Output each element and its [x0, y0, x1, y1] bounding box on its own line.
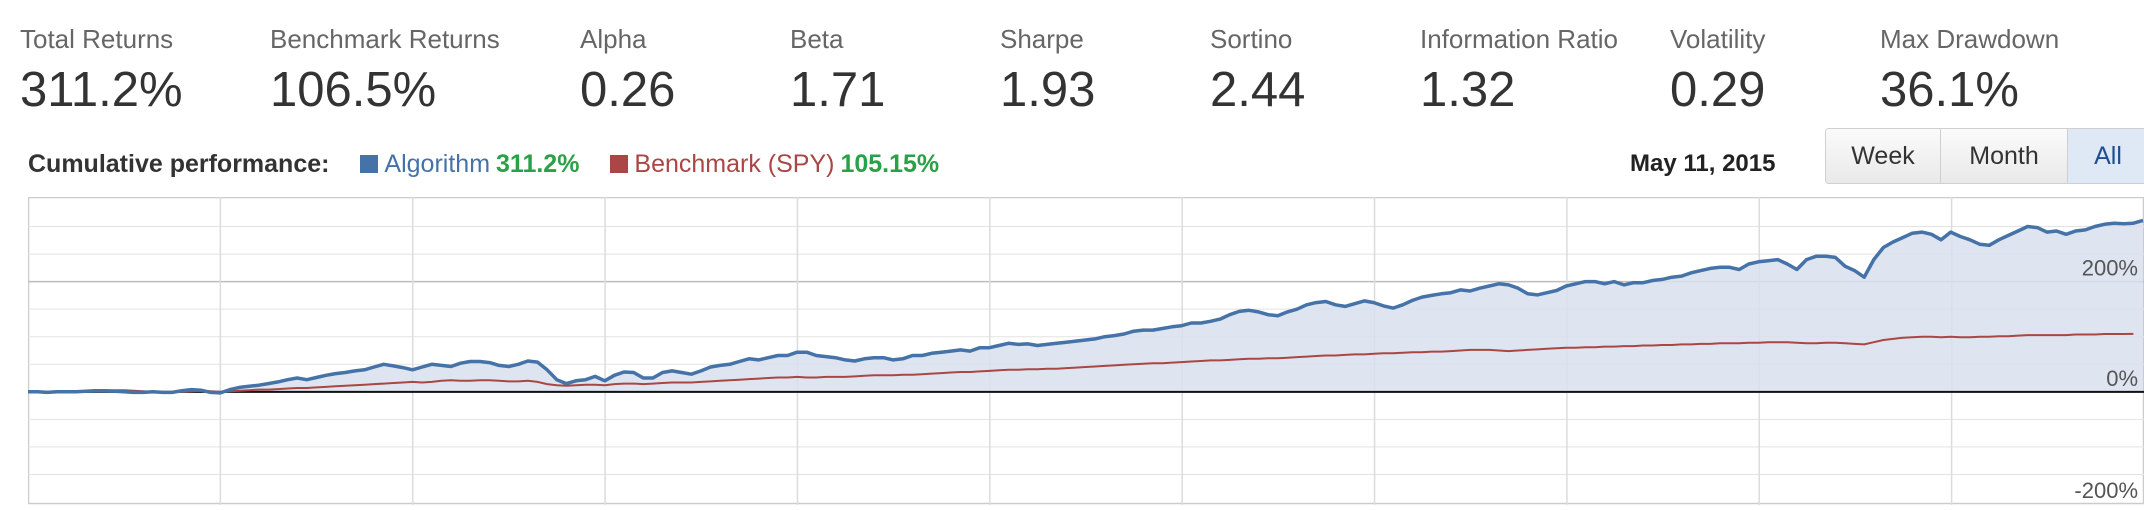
y-tick-label: 200% — [2082, 256, 2138, 281]
metric-beta: Beta 1.71 — [790, 22, 885, 120]
legend-title: Cumulative performance: — [28, 150, 330, 178]
chart-legend: Cumulative performance: Algorithm 311.2% … — [28, 146, 939, 182]
metric-value: 311.2% — [20, 63, 183, 117]
chart-series — [28, 218, 2144, 395]
legend-benchmark-name: Benchmark (SPY) — [634, 150, 835, 178]
legend-item-benchmark[interactable]: Benchmark (SPY) 105.15% — [610, 150, 939, 178]
benchmark-swatch-icon — [610, 155, 629, 173]
y-tick-label: 0% — [2106, 366, 2138, 391]
metric-max-drawdown: Max Drawdown 36.1% — [1880, 22, 2059, 120]
metric-value: 106.5% — [270, 63, 437, 117]
legend-algorithm-name: Algorithm — [384, 150, 491, 178]
metric-value: 36.1% — [1880, 63, 2019, 117]
legend-item-algorithm[interactable]: Algorithm 311.2% — [360, 150, 586, 178]
y-tick-label: -200% — [2074, 478, 2138, 503]
metric-label: Sortino — [1210, 24, 1293, 54]
range-selector: Week Month All — [1825, 128, 2144, 184]
legend-algorithm-value: 311.2% — [496, 150, 580, 178]
chart-canvas: 200% 0% -200% — [28, 197, 2144, 505]
metrics-row: Total Returns 311.2% Benchmark Returns 1… — [0, 22, 2144, 117]
metric-label: Total Returns — [20, 24, 174, 54]
metric-information-ratio: Information Ratio 1.32 — [1420, 22, 1618, 120]
metric-benchmark-returns: Benchmark Returns 106.5% — [270, 22, 500, 120]
metric-value: 1.93 — [1000, 63, 1096, 117]
benchmark-line — [28, 332, 2134, 394]
algorithm-line — [28, 218, 2144, 395]
metric-value: 1.71 — [790, 63, 886, 117]
metric-sortino: Sortino 2.44 — [1210, 22, 1305, 120]
metric-total-returns: Total Returns 311.2% — [20, 22, 183, 120]
algorithm-area — [28, 220, 2143, 393]
metric-sharpe: Sharpe 1.93 — [1000, 22, 1095, 120]
range-all-button[interactable]: All — [2067, 129, 2144, 183]
metric-label: Information Ratio — [1420, 24, 1618, 54]
metric-value: 2.44 — [1210, 63, 1306, 117]
metric-value: 1.32 — [1420, 63, 1516, 117]
legend-benchmark-value: 105.15% — [840, 150, 940, 178]
range-month-button[interactable]: Month — [1940, 129, 2067, 183]
metric-alpha: Alpha 0.26 — [580, 22, 675, 120]
current-date: May 11, 2015 — [1630, 150, 1776, 177]
metric-volatility: Volatility 0.29 — [1670, 22, 1765, 120]
metric-label: Beta — [790, 24, 844, 54]
cumulative-performance-chart[interactable]: 200% 0% -200% — [28, 197, 2144, 505]
range-week-button[interactable]: Week — [1826, 129, 1940, 183]
metric-value: 0.26 — [580, 63, 676, 117]
metric-label: Benchmark Returns — [270, 24, 500, 54]
metric-label: Alpha — [580, 24, 647, 54]
chart-y-ticks: 200% 0% -200% — [2074, 256, 2138, 503]
metric-label: Sharpe — [1000, 24, 1084, 54]
metric-value: 0.29 — [1670, 63, 1766, 117]
metric-label: Max Drawdown — [1880, 24, 2060, 54]
algorithm-swatch-icon — [360, 155, 379, 173]
metric-label: Volatility — [1670, 24, 1766, 54]
